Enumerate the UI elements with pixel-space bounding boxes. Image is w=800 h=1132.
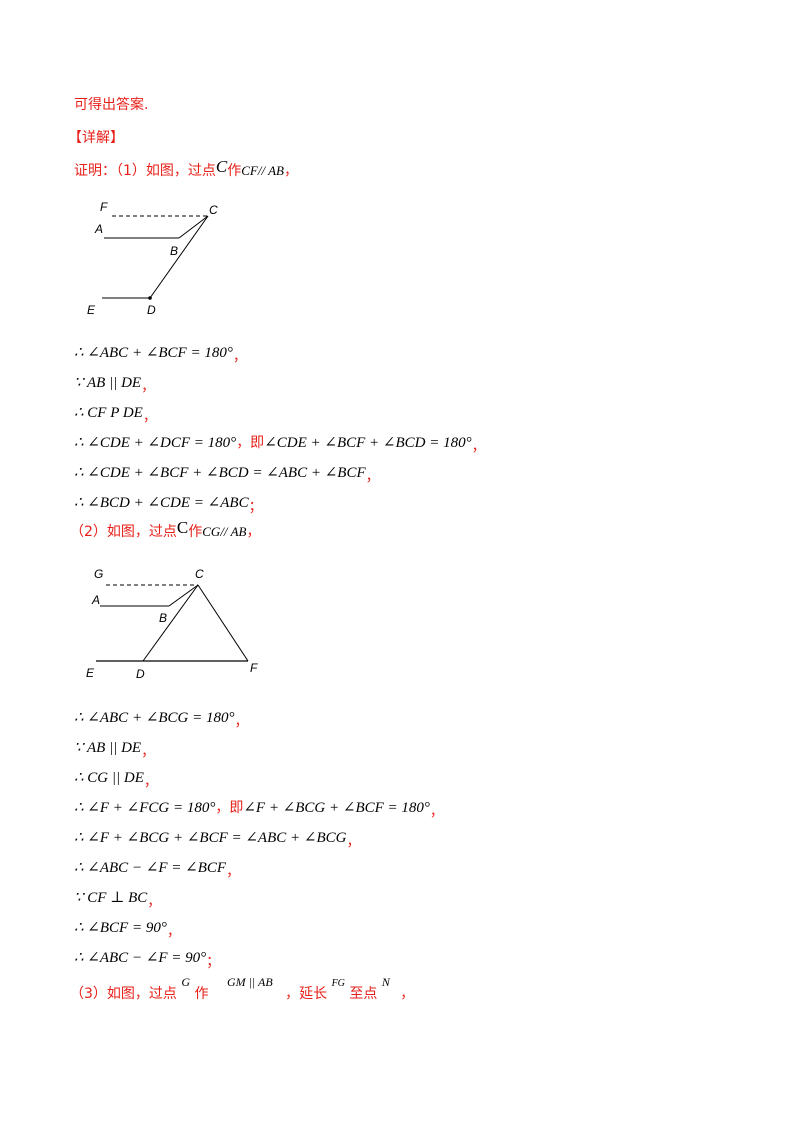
step-punctuation: ， xyxy=(141,744,156,760)
part3-segment: FG xyxy=(331,978,345,989)
step-math: ∵ AB || DE xyxy=(74,375,142,391)
part3-tail: ， xyxy=(400,986,415,1002)
step-math: ∴ ∠ABC + ∠BCF = 180° xyxy=(74,345,233,361)
part2-verb: 作 xyxy=(188,524,203,540)
step-punctuation: ； xyxy=(248,499,263,515)
fig1-line-cd xyxy=(149,215,209,299)
step-math: ∴ CF P DE xyxy=(74,405,143,421)
step-punctuation: ， xyxy=(166,924,181,940)
step-punctuation: ， xyxy=(346,834,361,850)
part3-point: G xyxy=(181,975,191,989)
part2-prefix: （2）如图，过点 xyxy=(70,524,177,540)
part1-prefix: 证明：（1）如图，过点 xyxy=(74,163,216,179)
step-punctuation: ， xyxy=(365,469,380,485)
part1-relation: CF// AB xyxy=(241,163,284,178)
part1-step: ∴ ∠CDE + ∠BCF + ∠BCD = ∠ABC + ∠BCF， xyxy=(74,463,380,485)
part2-step: ∴ ∠BCF = 90°， xyxy=(74,918,181,940)
part1-step: ∴ ∠CDE + ∠DCF = 180°，即∠CDE + ∠BCF + ∠BCD… xyxy=(74,433,486,455)
part2-step: ∵ CF ⊥ BC， xyxy=(74,888,162,910)
step-punctuation: ， xyxy=(141,379,156,395)
step-punctuation: ， xyxy=(143,774,158,790)
step-math: ∴ ∠ABC − ∠F = 90° xyxy=(74,950,207,966)
part2-step: ∴ CG || DE， xyxy=(74,768,158,790)
figure-2: G C A B E D F xyxy=(86,567,258,681)
part3-relation: GM || AB xyxy=(226,975,273,989)
part3-point2: N xyxy=(381,975,390,989)
part1-point: C xyxy=(215,157,228,176)
step-punctuation: ， xyxy=(226,864,241,880)
part1-step: ∴ ∠ABC + ∠BCF = 180°， xyxy=(74,343,247,365)
fig2-line-cd xyxy=(142,584,199,662)
fig1-label-c: C xyxy=(209,203,218,217)
part2-step: ∴ ∠F + ∠FCG = 180°，即∠F + ∠BCG + ∠BCF = 1… xyxy=(74,798,444,820)
part2-heading: （2）如图，过点C作CG// AB， xyxy=(70,518,261,542)
part2-relation: CG// AB xyxy=(202,524,247,539)
fig1-line-bc xyxy=(178,215,209,239)
part1-step: ∴ ∠BCD + ∠CDE = ∠ABC； xyxy=(74,493,263,515)
step-punctuation: ， xyxy=(234,714,249,730)
step-connector: ，即 xyxy=(215,800,244,816)
step-math: ∴ ∠F + ∠BCG + ∠BCF = ∠ABC + ∠BCG xyxy=(74,830,347,846)
step-math: ∵ CF ⊥ BC xyxy=(74,890,148,906)
step-math: ∵ AB || DE xyxy=(74,740,142,756)
fig2-line-bc xyxy=(168,584,199,607)
fig2-line-cf xyxy=(197,584,249,662)
fig2-label-g: G xyxy=(94,567,103,581)
fig1-point-d xyxy=(148,296,152,300)
part1-tail: ， xyxy=(284,163,298,179)
part1-heading: 证明：（1）如图，过点C作CF// AB， xyxy=(74,157,298,181)
fig1-label-e: E xyxy=(87,303,96,317)
step-math: ∴ ∠F + ∠FCG = 180° xyxy=(74,800,216,816)
step-math-2: ∠F + ∠BCG + ∠BCF = 180° xyxy=(243,800,430,816)
step-math: ∴ ∠BCF = 90° xyxy=(74,920,167,936)
fig2-label-f: F xyxy=(250,661,258,675)
step-punctuation: ， xyxy=(471,439,486,455)
section-heading: 【详解】 xyxy=(68,130,124,146)
step-math: ∴ ∠ABC + ∠BCG = 180° xyxy=(74,710,235,726)
fig1-label-b: B xyxy=(170,244,178,258)
step-punctuation: ， xyxy=(147,894,162,910)
part3-heading: （3）如图，过点 G 作 GM || AB ，延长 FG 至点 N ， xyxy=(70,975,415,1006)
step-punctuation: ， xyxy=(429,804,444,820)
step-punctuation: ； xyxy=(206,954,221,970)
step-math-2: ∠CDE + ∠BCF + ∠BCD = 180° xyxy=(264,435,472,451)
fig1-label-a: A xyxy=(94,222,103,236)
fig2-label-e: E xyxy=(86,666,95,680)
fig1-label-d: D xyxy=(147,303,156,317)
part3-verb: 作 xyxy=(194,986,209,1002)
step-math: ∴ ∠CDE + ∠DCF = 180° xyxy=(74,435,237,451)
fig2-label-a: A xyxy=(91,593,100,607)
part2-tail: ， xyxy=(246,524,261,540)
part2-step: ∴ ∠F + ∠BCG + ∠BCF = ∠ABC + ∠BCG， xyxy=(74,828,361,850)
fig2-label-c: C xyxy=(195,567,204,581)
part2-point: C xyxy=(176,518,189,537)
step-math: ∴ ∠BCD + ∠CDE = ∠ABC xyxy=(74,495,249,511)
part3-mid: ，延长 xyxy=(285,986,328,1002)
part3-verb2: 至点 xyxy=(349,986,378,1002)
part2-step: ∴ ∠ABC + ∠BCG = 180°， xyxy=(74,708,249,730)
intro-text: 可得出答案. xyxy=(74,97,149,113)
part2-step: ∴ ∠ABC − ∠F = 90°； xyxy=(74,948,221,970)
step-punctuation: ， xyxy=(142,409,157,425)
part2-step: ∵ AB || DE， xyxy=(74,738,156,760)
part3-prefix: （3）如图，过点 xyxy=(70,986,177,1002)
step-math: ∴ ∠ABC − ∠F = ∠BCF xyxy=(74,860,227,876)
step-punctuation: ， xyxy=(232,349,247,365)
fig2-label-d: D xyxy=(136,667,145,681)
step-math: ∴ CG || DE xyxy=(74,770,144,786)
part2-step: ∴ ∠ABC − ∠F = ∠BCF， xyxy=(74,858,241,880)
step-math: ∴ ∠CDE + ∠BCF + ∠BCD = ∠ABC + ∠BCF xyxy=(74,465,366,481)
part1-step: ∵ AB || DE， xyxy=(74,373,156,395)
part1-verb: 作 xyxy=(227,163,242,179)
part1-step: ∴ CF P DE， xyxy=(74,403,157,425)
fig2-label-b: B xyxy=(159,611,167,625)
step-connector: ，即 xyxy=(236,435,265,451)
figure-1: F C A B E D xyxy=(87,200,218,317)
fig1-label-f: F xyxy=(100,200,108,214)
